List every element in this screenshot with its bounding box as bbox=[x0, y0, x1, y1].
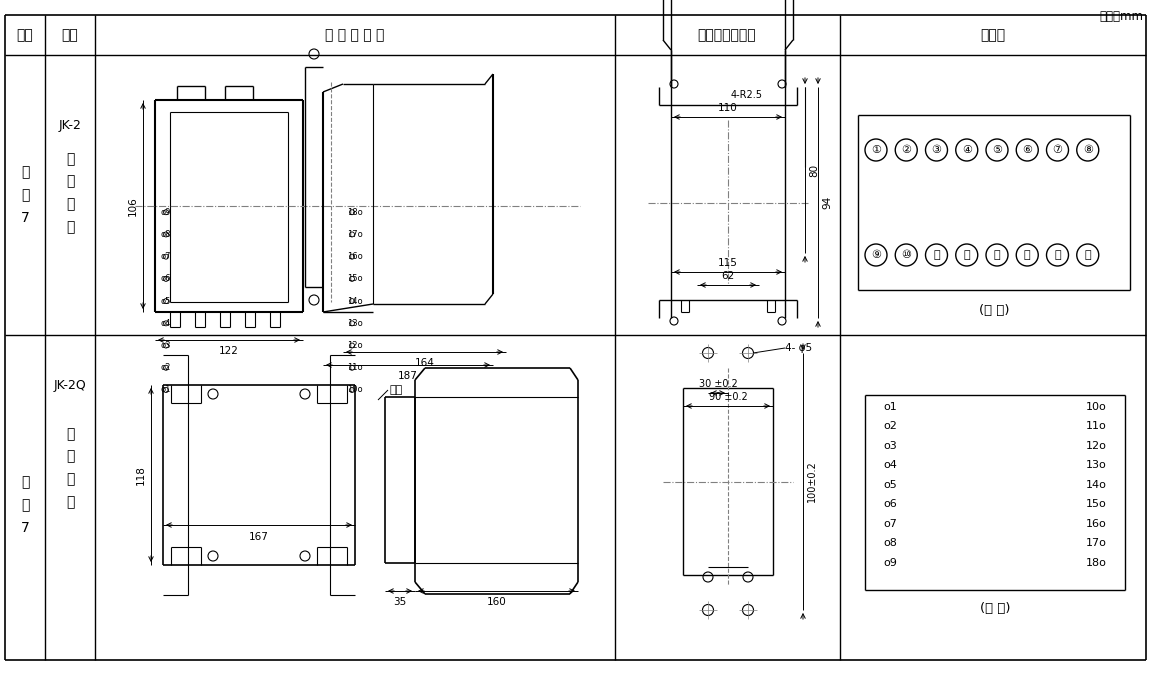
Text: 附
图
7: 附 图 7 bbox=[21, 165, 30, 225]
Text: 15o: 15o bbox=[1087, 499, 1107, 509]
Text: 115: 115 bbox=[718, 258, 738, 268]
Text: o1: o1 bbox=[883, 402, 897, 412]
Text: 35: 35 bbox=[394, 597, 406, 607]
Text: o9: o9 bbox=[883, 557, 897, 567]
Text: o7: o7 bbox=[883, 519, 897, 529]
Text: o3: o3 bbox=[160, 341, 171, 350]
Text: 16o: 16o bbox=[346, 252, 363, 261]
Text: 底座: 底座 bbox=[390, 385, 403, 395]
Text: 11o: 11o bbox=[346, 363, 363, 372]
Text: ⑭: ⑭ bbox=[1024, 250, 1030, 260]
Text: o2: o2 bbox=[161, 363, 171, 372]
Text: ⑪: ⑪ bbox=[933, 250, 940, 260]
Text: 14o: 14o bbox=[346, 297, 363, 306]
Text: 外 形 尺 寸 图: 外 形 尺 寸 图 bbox=[326, 28, 384, 42]
Text: o4: o4 bbox=[883, 460, 897, 470]
Text: o6: o6 bbox=[160, 275, 171, 283]
Text: ⑯: ⑯ bbox=[1084, 250, 1091, 260]
Text: o8: o8 bbox=[160, 230, 171, 239]
Text: 118: 118 bbox=[136, 465, 146, 485]
Text: 10o: 10o bbox=[1087, 402, 1107, 412]
Text: o5: o5 bbox=[161, 297, 171, 306]
Text: o3: o3 bbox=[883, 441, 897, 451]
Text: 100±0.2: 100±0.2 bbox=[807, 460, 817, 502]
Text: o1: o1 bbox=[161, 386, 171, 394]
Text: ⑨: ⑨ bbox=[871, 250, 881, 260]
Text: 安装开孔尺寸图: 安装开孔尺寸图 bbox=[698, 28, 756, 42]
Text: 90 ±0.2: 90 ±0.2 bbox=[709, 392, 747, 402]
Text: 17o: 17o bbox=[1087, 538, 1107, 548]
Text: ⑬: ⑬ bbox=[993, 250, 1000, 260]
Text: ①: ① bbox=[871, 145, 881, 155]
Text: 12o: 12o bbox=[346, 341, 363, 350]
Text: 17o: 17o bbox=[346, 230, 363, 239]
Text: (正 视): (正 视) bbox=[980, 602, 1011, 614]
Text: (背 视): (背 视) bbox=[978, 304, 1009, 316]
Text: 4-R2.5: 4-R2.5 bbox=[731, 90, 763, 100]
Text: ⑤: ⑤ bbox=[992, 145, 1003, 155]
Text: ⑥: ⑥ bbox=[1022, 145, 1032, 155]
Text: 30 ±0.2: 30 ±0.2 bbox=[699, 379, 738, 389]
Text: ⑧: ⑧ bbox=[1083, 145, 1092, 155]
Text: 13o: 13o bbox=[346, 319, 363, 328]
Text: 端子图: 端子图 bbox=[981, 28, 1006, 42]
Text: 附
图
7: 附 图 7 bbox=[21, 475, 30, 535]
Text: JK-2Q: JK-2Q bbox=[54, 378, 86, 392]
Text: ⑮: ⑮ bbox=[1054, 250, 1061, 260]
Text: o5: o5 bbox=[883, 480, 897, 490]
Text: o6: o6 bbox=[883, 499, 897, 509]
Text: 187: 187 bbox=[398, 371, 418, 381]
Text: 160: 160 bbox=[487, 597, 506, 607]
Text: 80: 80 bbox=[809, 164, 820, 176]
Text: 18o: 18o bbox=[346, 208, 363, 217]
Text: ④: ④ bbox=[962, 145, 971, 155]
Text: 单位：mm: 单位：mm bbox=[1099, 10, 1143, 23]
Text: o2: o2 bbox=[883, 421, 897, 431]
Text: 10o: 10o bbox=[346, 386, 363, 394]
Text: ⑦: ⑦ bbox=[1052, 145, 1062, 155]
Text: 16o: 16o bbox=[1087, 519, 1107, 529]
Text: 板
前
接
线: 板 前 接 线 bbox=[66, 427, 74, 509]
Text: 11o: 11o bbox=[1087, 421, 1107, 431]
Text: o7: o7 bbox=[160, 252, 171, 261]
Text: ⑫: ⑫ bbox=[963, 250, 970, 260]
Text: 167: 167 bbox=[249, 532, 269, 542]
Text: o8: o8 bbox=[883, 538, 897, 548]
Text: 图号: 图号 bbox=[16, 28, 33, 42]
Text: 14o: 14o bbox=[1087, 480, 1107, 490]
Text: 62: 62 bbox=[722, 271, 734, 281]
Text: 18o: 18o bbox=[1087, 557, 1107, 567]
Text: 122: 122 bbox=[219, 346, 239, 356]
Text: 110: 110 bbox=[718, 103, 738, 113]
Text: 13o: 13o bbox=[1087, 460, 1107, 470]
Text: 94: 94 bbox=[822, 196, 832, 209]
Text: 12o: 12o bbox=[1087, 441, 1107, 451]
Text: 106: 106 bbox=[128, 196, 138, 216]
Text: o9: o9 bbox=[161, 208, 171, 217]
Text: ②: ② bbox=[901, 145, 912, 155]
Text: 164: 164 bbox=[414, 358, 434, 368]
Text: JK-2: JK-2 bbox=[59, 118, 82, 131]
Text: 4- φ5: 4- φ5 bbox=[785, 343, 813, 353]
Text: 板
后
接
线: 板 后 接 线 bbox=[66, 152, 74, 234]
Text: 结构: 结构 bbox=[62, 28, 78, 42]
Text: ③: ③ bbox=[931, 145, 942, 155]
Text: ⑩: ⑩ bbox=[901, 250, 912, 260]
Text: 15o: 15o bbox=[346, 275, 363, 283]
Text: o4: o4 bbox=[161, 319, 171, 328]
